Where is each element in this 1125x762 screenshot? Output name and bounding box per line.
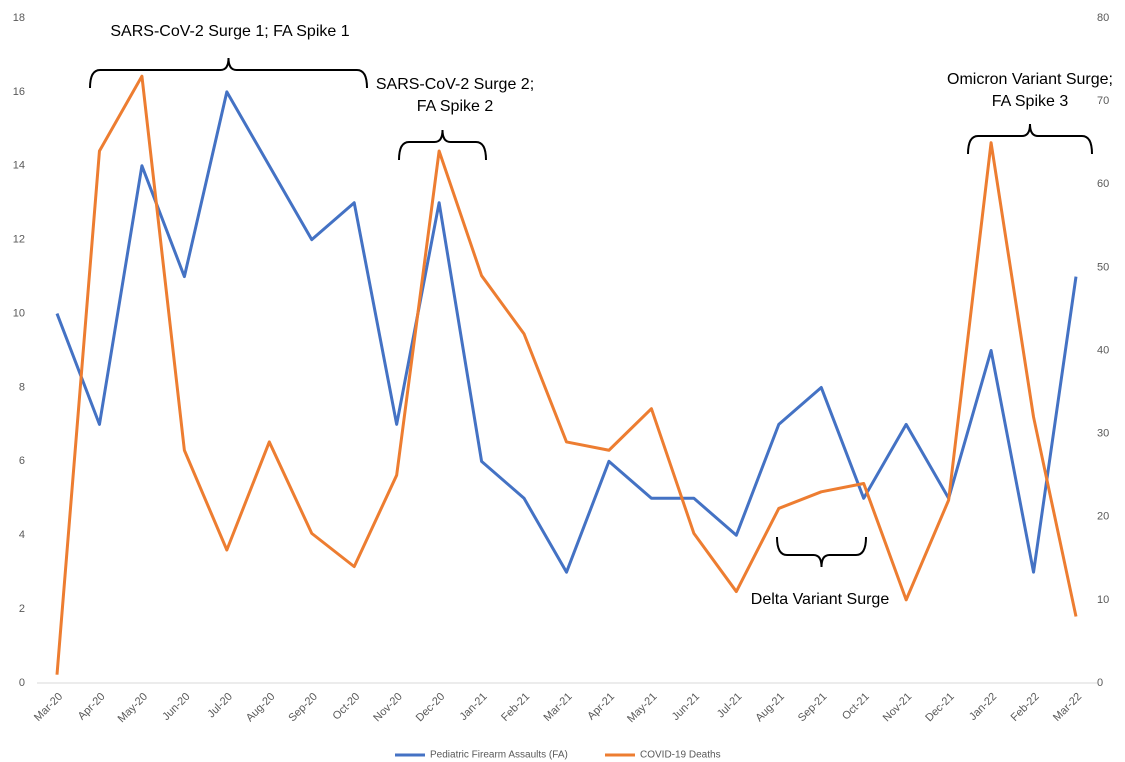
x-tick-label: Dec-21 [923, 691, 957, 725]
series-line [55, 90, 1078, 574]
y-tick-label: 4 [19, 529, 25, 541]
x-tick-label: Aug-21 [753, 691, 787, 725]
x-tick-label: May-21 [625, 691, 659, 725]
annotation-brace [398, 129, 487, 161]
x-tick-label: Oct-21 [840, 691, 872, 723]
annotation: FA Spike 3 [992, 93, 1069, 110]
y-tick-label: 2 [19, 603, 25, 615]
x-tick-label: Jun-20 [160, 691, 192, 723]
x-tick-label: May-20 [116, 691, 150, 725]
x-tick-label: Jun-21 [670, 691, 702, 723]
annotation: SARS-CoV-2 Surge 1; FA Spike 1 [110, 23, 349, 40]
y-tick-label: 6 [19, 455, 25, 467]
y-tick-label: 18 [13, 12, 25, 24]
y-tick-label: 0 [19, 677, 25, 689]
legend-label: COVID-19 Deaths [640, 750, 721, 761]
y2-tick-label: 70 [1097, 95, 1109, 107]
annotation-brace [89, 57, 368, 89]
y-tick-label: 14 [13, 160, 25, 172]
x-tick-label: Jul-21 [715, 691, 745, 721]
x-tick-label: Sep-20 [286, 691, 320, 725]
x-tick-label: Mar-21 [542, 691, 575, 724]
x-tick-label: Apr-21 [585, 691, 617, 723]
series-line [55, 74, 1078, 675]
x-tick-label: Nov-20 [371, 691, 405, 725]
x-tick-label: Jan-21 [457, 691, 489, 723]
y2-tick-label: 30 [1097, 428, 1109, 440]
x-tick-label: Nov-21 [881, 691, 915, 725]
y-tick-label: 8 [19, 381, 25, 393]
x-tick-label: Oct-20 [331, 691, 363, 723]
annotation: Delta Variant Surge [751, 591, 890, 608]
y-tick-label: 10 [13, 307, 25, 319]
x-tick-label: Aug-20 [244, 691, 278, 725]
x-tick-label: Feb-22 [1009, 691, 1042, 724]
y2-tick-label: 50 [1097, 261, 1109, 273]
legend-label: Pediatric Firearm Assaults (FA) [430, 750, 568, 761]
annotation: Omicron Variant Surge; [947, 71, 1113, 88]
y2-tick-label: 0 [1097, 677, 1103, 689]
annotation: FA Spike 2 [417, 98, 494, 115]
x-tick-label: Dec-20 [414, 691, 448, 725]
x-tick-label: Mar-20 [32, 691, 65, 724]
x-tick-label: Sep-21 [796, 691, 830, 725]
y2-tick-label: 10 [1097, 594, 1109, 606]
annotation-brace [776, 536, 867, 568]
y2-tick-label: 40 [1097, 344, 1109, 356]
x-tick-label: Feb-21 [499, 691, 532, 724]
y-tick-label: 16 [13, 86, 25, 98]
x-tick-label: Jul-20 [205, 691, 235, 721]
x-tick-label: Mar-22 [1051, 691, 1084, 724]
annotation-brace [967, 123, 1093, 155]
y-tick-label: 12 [13, 234, 25, 246]
y2-tick-label: 80 [1097, 12, 1109, 24]
annotation: SARS-CoV-2 Surge 2; [376, 76, 534, 93]
x-tick-label: Jan-22 [967, 691, 999, 723]
x-tick-label: Apr-20 [76, 691, 108, 723]
y2-tick-label: 60 [1097, 178, 1109, 190]
y2-tick-label: 20 [1097, 511, 1109, 523]
